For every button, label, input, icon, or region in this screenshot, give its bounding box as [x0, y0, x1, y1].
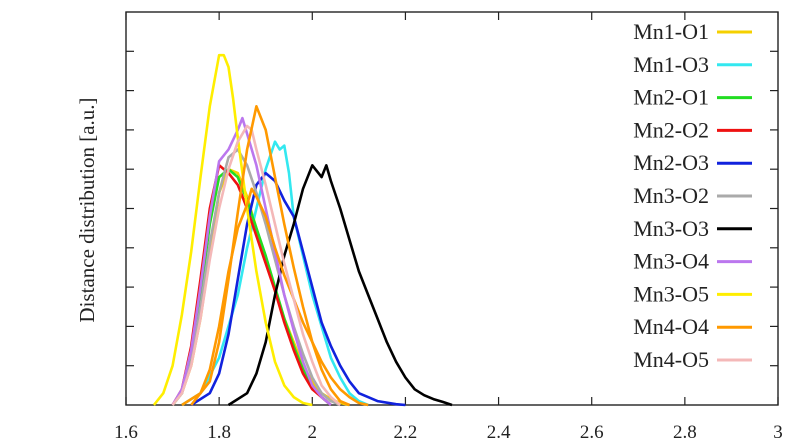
- y-axis-title: Distance distribution [a.u.]: [75, 97, 99, 322]
- x-tick-label: 2.8: [673, 422, 697, 443]
- series-line-mn1-o3: [181, 140, 369, 407]
- x-tick-label: 3: [773, 422, 783, 443]
- x-tick-label: 2.6: [580, 422, 604, 443]
- legend-label-mn1-o3: Mn1-O3: [633, 52, 709, 77]
- legend-label-mn3-o5: Mn3-O5: [633, 281, 709, 306]
- x-tick-label: 2.2: [394, 422, 418, 443]
- legend-label-mn3-o4: Mn3-O4: [633, 249, 709, 274]
- x-tick-label: 2: [308, 422, 318, 443]
- series-line-orange-secondary: [190, 105, 351, 407]
- x-axis-tick-labels: 1.6 1.8 2 2.2 2.4 2.6 2.8 3: [114, 422, 783, 443]
- legend-label-mn2-o2: Mn2-O2: [633, 117, 709, 142]
- legend-label-mn3-o2: Mn3-O2: [633, 183, 709, 208]
- legend-label-mn4-o4: Mn4-O4: [633, 314, 709, 339]
- legend-label-mn2-o1: Mn2-O1: [633, 85, 709, 110]
- legend: Mn1-O1 Mn1-O3 Mn2-O1 Mn2-O2 Mn2-O3 Mn3-O2 Mn3-…: [633, 19, 752, 372]
- series-line-mn3-o5: [152, 53, 313, 407]
- y-axis-ticks: [126, 50, 778, 367]
- legend-label-mn1-o1: Mn1-O1: [633, 19, 709, 44]
- series-lines: [152, 53, 453, 407]
- series-line-mn3-o3: [227, 164, 453, 407]
- series-line-mn3-o4: [171, 116, 332, 406]
- series-line-mn4-o5: [171, 124, 342, 406]
- x-tick-label: 2.4: [487, 422, 511, 443]
- x-tick-label: 1.8: [207, 422, 231, 443]
- legend-label-mn3-o3: Mn3-O3: [633, 216, 709, 241]
- x-tick-label: 1.6: [114, 422, 138, 443]
- legend-label-mn2-o3: Mn2-O3: [633, 150, 709, 175]
- series-line-mn2-o3: [190, 171, 406, 407]
- x-axis-ticks: [125, 12, 779, 405]
- series-line-mn3-o2: [171, 148, 341, 407]
- legend-label-mn4-o5: Mn4-O5: [633, 347, 709, 372]
- series-line-mn4-o4: [181, 187, 369, 407]
